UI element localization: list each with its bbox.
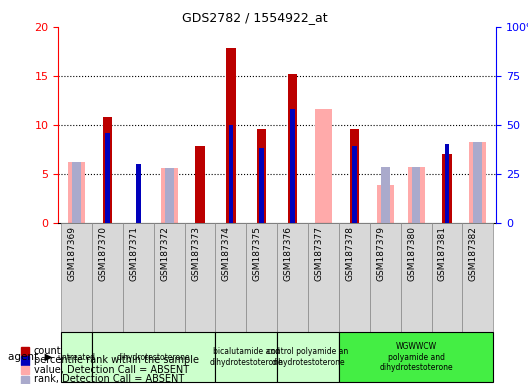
Text: GSM187381: GSM187381 — [438, 226, 447, 281]
Bar — [68, 162, 85, 223]
Bar — [61, 223, 92, 332]
Bar — [61, 332, 92, 382]
Text: GDS2782 / 1554922_at: GDS2782 / 1554922_at — [183, 12, 328, 25]
Text: GSM187372: GSM187372 — [160, 226, 169, 281]
Bar — [308, 223, 339, 332]
Bar — [92, 223, 123, 332]
Text: GSM187380: GSM187380 — [407, 226, 416, 281]
Bar — [103, 117, 112, 223]
Text: control polyamide an
dihydrotestoterone: control polyamide an dihydrotestoterone — [268, 348, 348, 367]
Text: percentile rank within the sample: percentile rank within the sample — [34, 355, 199, 365]
Bar — [408, 167, 425, 223]
Bar — [123, 223, 154, 332]
Bar — [195, 146, 205, 223]
Text: GSM187370: GSM187370 — [98, 226, 108, 281]
Bar — [339, 332, 493, 382]
Bar — [277, 332, 339, 382]
Text: GSM187371: GSM187371 — [129, 226, 138, 281]
Text: agent  ▶: agent ▶ — [8, 352, 53, 362]
Bar — [290, 109, 295, 223]
Text: rank, Detection Call = ABSENT: rank, Detection Call = ABSENT — [34, 374, 184, 384]
Bar — [350, 129, 359, 223]
Bar — [136, 164, 140, 223]
Bar — [469, 142, 486, 223]
Bar — [105, 132, 110, 223]
Bar — [165, 168, 174, 223]
Text: GSM187373: GSM187373 — [191, 226, 200, 281]
Bar — [401, 223, 431, 332]
Bar — [431, 223, 463, 332]
Bar — [227, 48, 235, 223]
Bar — [247, 223, 277, 332]
Bar — [412, 167, 420, 223]
Bar — [463, 223, 493, 332]
Text: GSM187375: GSM187375 — [253, 226, 262, 281]
Text: WGWWCW
polyamide and
dihydrotestoterone: WGWWCW polyamide and dihydrotestoterone — [379, 342, 453, 372]
Bar — [381, 167, 390, 223]
Bar — [445, 144, 449, 223]
Bar — [352, 146, 357, 223]
Bar — [442, 154, 451, 223]
Bar — [92, 332, 215, 382]
Bar — [21, 366, 29, 374]
Bar — [315, 109, 332, 223]
Bar — [229, 125, 233, 223]
Bar — [370, 223, 401, 332]
Text: value, Detection Call = ABSENT: value, Detection Call = ABSENT — [34, 365, 189, 375]
Bar — [72, 162, 81, 223]
Text: GSM187378: GSM187378 — [345, 226, 354, 281]
Text: GSM187376: GSM187376 — [284, 226, 293, 281]
Text: GSM187369: GSM187369 — [68, 226, 77, 281]
Bar — [161, 168, 177, 223]
Bar — [288, 74, 297, 223]
Text: GSM187377: GSM187377 — [315, 226, 324, 281]
Text: bicalutamide and
dihydrotestoterone: bicalutamide and dihydrotestoterone — [210, 348, 283, 367]
Bar — [377, 185, 394, 223]
Bar — [257, 129, 267, 223]
Bar — [215, 332, 277, 382]
Text: dihydrotestoterone: dihydrotestoterone — [117, 353, 191, 362]
Bar — [215, 223, 247, 332]
Bar — [277, 223, 308, 332]
Text: untreated: untreated — [58, 353, 96, 362]
Bar — [339, 223, 370, 332]
Bar — [21, 356, 29, 365]
Text: GSM187382: GSM187382 — [469, 226, 478, 281]
Bar — [185, 223, 215, 332]
Bar — [154, 223, 185, 332]
Bar — [474, 142, 482, 223]
Bar — [21, 376, 29, 384]
Text: count: count — [34, 346, 61, 356]
Text: GSM187374: GSM187374 — [222, 226, 231, 281]
Bar — [21, 347, 29, 355]
Bar — [259, 148, 264, 223]
Text: GSM187379: GSM187379 — [376, 226, 385, 281]
